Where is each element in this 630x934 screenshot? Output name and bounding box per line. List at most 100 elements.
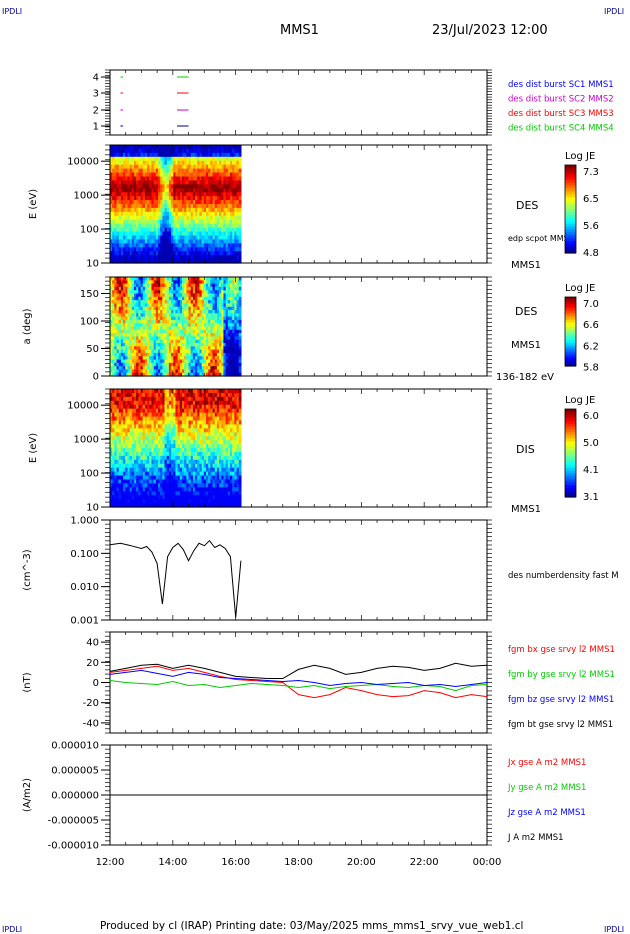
des-pitch-cell (234, 303, 238, 308)
des-pitch-cell (175, 293, 179, 298)
des-pitch-cell (210, 296, 214, 301)
des-energy-cell (203, 251, 207, 256)
dis-energy-cell (149, 392, 153, 398)
des-energy-cell (210, 219, 214, 225)
des-energy-cell (133, 231, 137, 237)
des-pitch-cell (236, 339, 240, 344)
dis-energy-cell (125, 459, 129, 465)
des-pitch-cell (112, 362, 115, 367)
des-pitch-cell (238, 286, 242, 291)
des-pitch-cell (223, 356, 227, 361)
des-energy-cell (157, 259, 161, 264)
dis-energy-cell (149, 432, 153, 437)
des-energy-cell (179, 219, 183, 225)
des-energy-cell (238, 227, 242, 233)
des-pitch-cell (177, 296, 181, 301)
des-energy-cell (179, 196, 183, 201)
des-pitch-cell (142, 349, 146, 354)
des-pitch-cell (125, 326, 129, 331)
des-pitch-cell (205, 333, 209, 337)
des-energy-cell (205, 152, 209, 158)
des-pitch-cell (214, 277, 218, 281)
des-pitch-cell (201, 300, 205, 304)
des-pitch-cell (116, 286, 120, 291)
des-pitch-cell (129, 362, 133, 367)
des-energy-cell (184, 243, 187, 248)
des-energy-cell (162, 188, 166, 193)
des-pitch-cell (177, 346, 181, 351)
des-energy-cell (236, 207, 240, 213)
des-pitch-cell (136, 316, 139, 321)
des-pitch-cell (197, 319, 201, 324)
des-pitch-cell (133, 339, 137, 344)
des-pitch-cell (219, 303, 222, 308)
dis-energy-cell (129, 487, 133, 492)
des-energy-cell (216, 200, 220, 205)
dis-energy-cell (173, 448, 177, 453)
des-pitch-cell (175, 286, 179, 291)
des-pitch-cell (210, 283, 214, 288)
des-energy-cell (138, 172, 142, 178)
dis-energy-cell (144, 396, 148, 402)
des-energy-cell (175, 192, 179, 197)
des-energy-colorbar-tick-label: 6.5 (583, 194, 599, 205)
dis-energy-cell (120, 428, 124, 433)
des-energy-cell (236, 184, 240, 189)
dis-energy-cell (129, 416, 133, 422)
des-pitch-cell (149, 277, 153, 281)
dis-energy-cell (155, 436, 159, 441)
des-pitch-cell (136, 339, 139, 344)
des-pitch-cell (221, 283, 225, 288)
dis-energy-cell (125, 416, 129, 422)
des-energy-cell (195, 231, 198, 237)
des-pitch-cell (221, 369, 225, 374)
des-pitch-cell (212, 310, 216, 314)
des-energy-cell (184, 207, 187, 213)
des-pitch-cell (164, 296, 168, 301)
des-pitch-cell (160, 300, 163, 304)
des-energy-cell (238, 180, 242, 185)
des-energy-cell (234, 196, 238, 201)
dis-energy-cell (138, 440, 142, 445)
des-energy-cell (142, 227, 146, 233)
des-pitch-cell (166, 323, 170, 328)
des-pitch-cell (214, 356, 218, 361)
des-energy-cell (149, 231, 153, 237)
des-energy-cell (147, 255, 150, 260)
dis-energy-cell (151, 444, 155, 449)
des-energy-cell (195, 251, 198, 256)
des-energy-colorbar-step (565, 191, 576, 195)
dis-energy-cell (162, 503, 166, 508)
des-pitch-cell (112, 316, 115, 321)
dis-energy-cell (110, 440, 113, 445)
des-pitch-cell (116, 352, 120, 357)
des-pitch-cell (223, 306, 227, 311)
des-energy-cell (232, 227, 235, 233)
dis-energy-cell (123, 467, 126, 473)
des-pitch-cell (142, 303, 146, 308)
des-pitch-cell (155, 286, 159, 291)
des-pitch-cell (177, 372, 181, 377)
dis-energy-cell (116, 408, 120, 414)
des-energy-cell (147, 176, 150, 181)
des-pitch-cell (190, 296, 194, 301)
des-energy-cell (205, 239, 209, 244)
dis-energy-cell (177, 471, 181, 477)
des-energy-cell (184, 211, 187, 217)
des-pitch-cell (203, 366, 207, 370)
des-energy-cell (123, 215, 126, 221)
des-pitch-cell (166, 306, 170, 311)
des-energy-cell (229, 152, 233, 158)
des-energy-cell (136, 215, 139, 221)
des-energy-cell (179, 164, 183, 170)
des-pitch-cell (227, 369, 231, 374)
des-energy-cell (129, 148, 133, 154)
des-pitch-cell (223, 283, 227, 288)
dis-energy-cell (164, 479, 168, 484)
des-pitch-cell (225, 346, 229, 351)
des-energy-cell (205, 168, 209, 174)
des-energy-cell (127, 180, 131, 185)
dis-energy-cell (142, 389, 146, 394)
dis-energy-cell (151, 428, 155, 433)
des-energy-cell (110, 207, 113, 213)
